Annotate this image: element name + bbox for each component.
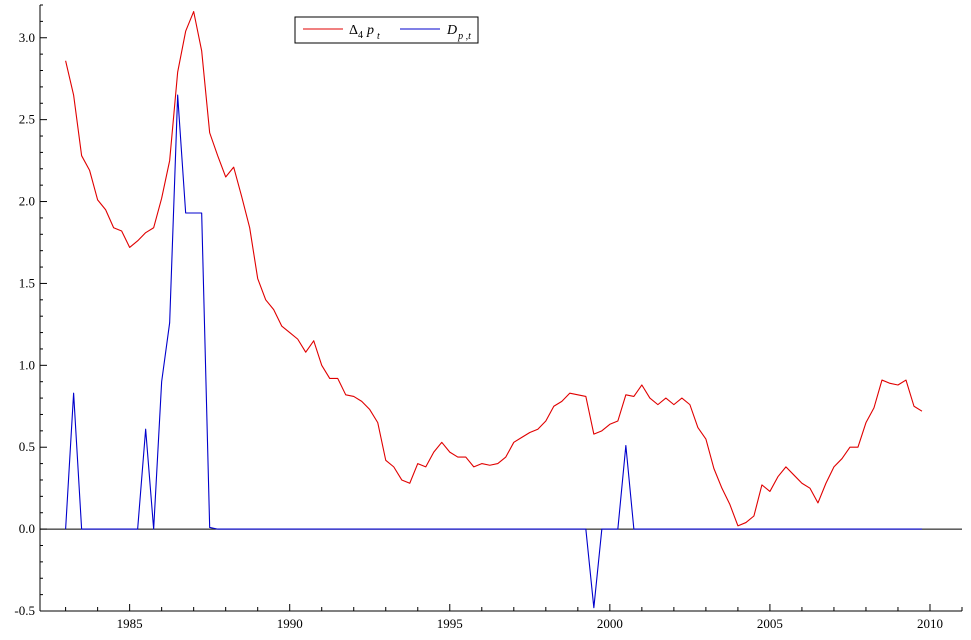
x-tick-label: 2000 [597,616,623,631]
y-tick-label: 0.0 [19,521,35,536]
x-tick-label: 1995 [437,616,463,631]
y-tick-label: 1.0 [19,357,35,372]
y-tick-label: 3.0 [19,30,35,45]
legend-box [294,16,479,44]
y-tick-label: 1.5 [19,275,35,290]
y-tick-label: 2.5 [19,112,35,127]
x-tick-label: 1990 [277,616,303,631]
axes: -0.5 0.0 0.5 1.0 1.5 2.0 2.5 3.0 1985 1990 1995 200… [14,4,963,631]
series-line-dp [65,94,922,609]
x-tick-label: 2005 [757,616,783,631]
y-tick-label: 0.5 [19,439,35,454]
series-group [65,11,923,609]
legend: Δ4 p t Dp ,t [294,16,479,44]
y-tick-label: 2.0 [19,194,35,209]
legend-label-dp: Dp ,t [446,23,471,42]
legend-label-d4p: Δ4 p t [349,23,380,42]
x-tick-label: 1985 [117,616,143,631]
x-tick-label: 2010 [917,616,943,631]
y-tick-label: -0.5 [14,603,35,618]
series-line-d4p [65,11,923,527]
